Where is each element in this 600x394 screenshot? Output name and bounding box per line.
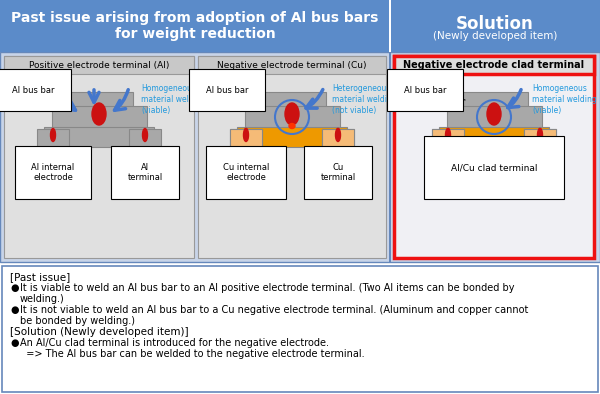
Text: [Past issue]: [Past issue]: [10, 272, 70, 282]
Bar: [524, 129, 556, 151]
Bar: [432, 129, 464, 151]
Bar: [65, 92, 133, 107]
Bar: [237, 127, 347, 147]
Text: It is not viable to weld an Al bus bar to a Cu negative electrode terminal. (Alu: It is not viable to weld an Al bus bar t…: [20, 305, 529, 315]
Bar: [37, 129, 69, 151]
Text: (Newly developed item): (Newly developed item): [433, 31, 557, 41]
Bar: [389, 52, 391, 262]
Ellipse shape: [143, 128, 148, 141]
Text: Cu internal
electrode: Cu internal electrode: [223, 163, 269, 182]
Text: Al
terminal: Al terminal: [127, 163, 163, 182]
Bar: [230, 129, 262, 151]
Ellipse shape: [445, 128, 451, 141]
Text: An Al/Cu clad terminal is introduced for the negative electrode.: An Al/Cu clad terminal is introduced for…: [20, 338, 329, 348]
Bar: [44, 127, 154, 147]
Text: Al bus bar: Al bus bar: [206, 85, 248, 95]
Bar: [432, 129, 464, 151]
Text: Al/Cu clad terminal: Al/Cu clad terminal: [451, 163, 537, 172]
Text: [Solution (Newly developed item)]: [Solution (Newly developed item)]: [10, 327, 188, 337]
Text: Positive electrode terminal (Al): Positive electrode terminal (Al): [29, 61, 169, 69]
Bar: [2, 266, 598, 392]
Bar: [390, 0, 600, 52]
Bar: [52, 106, 146, 128]
Ellipse shape: [244, 128, 248, 141]
Ellipse shape: [50, 128, 56, 141]
Ellipse shape: [92, 103, 106, 125]
Bar: [245, 106, 340, 128]
Bar: [322, 129, 354, 151]
Ellipse shape: [538, 128, 542, 141]
Bar: [394, 56, 594, 258]
Bar: [230, 129, 262, 151]
Text: It is viable to weld an Al bus bar to an Al positive electrode terminal. (Two Al: It is viable to weld an Al bus bar to an…: [20, 283, 515, 293]
Bar: [4, 56, 194, 74]
Text: Cu
terminal: Cu terminal: [320, 163, 356, 182]
Bar: [0, 0, 390, 52]
Bar: [524, 129, 556, 151]
Bar: [258, 92, 326, 107]
Text: Negative electrode clad terminal: Negative electrode clad terminal: [403, 60, 584, 70]
Text: Heterogeneous
material welding
(not viable): Heterogeneous material welding (not viab…: [332, 84, 397, 115]
Bar: [4, 56, 194, 258]
Bar: [198, 56, 386, 74]
Bar: [460, 92, 528, 107]
Text: ●: ●: [10, 338, 19, 348]
Ellipse shape: [445, 128, 451, 141]
Ellipse shape: [285, 103, 299, 125]
Text: Negative electrode terminal (Cu): Negative electrode terminal (Cu): [217, 61, 367, 69]
Text: => The Al bus bar can be welded to the negative electrode terminal.: => The Al bus bar can be welded to the n…: [20, 349, 365, 359]
Bar: [439, 127, 549, 147]
Ellipse shape: [335, 128, 341, 141]
Text: Solution: Solution: [456, 15, 534, 33]
Ellipse shape: [538, 128, 542, 141]
Text: Homogeneous
material welding
(viable): Homogeneous material welding (viable): [141, 84, 206, 115]
Text: Al bus bar: Al bus bar: [12, 85, 55, 95]
Ellipse shape: [487, 103, 501, 125]
Text: ●: ●: [10, 305, 19, 315]
Text: welding.): welding.): [20, 294, 65, 304]
Text: be bonded by welding.): be bonded by welding.): [20, 316, 135, 326]
Bar: [129, 129, 161, 151]
Bar: [394, 56, 594, 74]
Text: Al bus bar: Al bus bar: [404, 85, 446, 95]
Ellipse shape: [335, 128, 341, 141]
Bar: [389, 0, 391, 52]
Bar: [322, 129, 354, 151]
Text: ●: ●: [10, 283, 19, 293]
Ellipse shape: [289, 123, 295, 128]
Ellipse shape: [244, 128, 248, 141]
Text: Al internal
electrode: Al internal electrode: [31, 163, 74, 182]
Text: Past issue arising from adoption of Al bus bars
for weight reduction: Past issue arising from adoption of Al b…: [11, 11, 379, 41]
Text: Homogeneous
material welding
(viable): Homogeneous material welding (viable): [532, 84, 597, 115]
Bar: [0, 52, 600, 262]
Bar: [198, 56, 386, 258]
Bar: [446, 106, 542, 128]
